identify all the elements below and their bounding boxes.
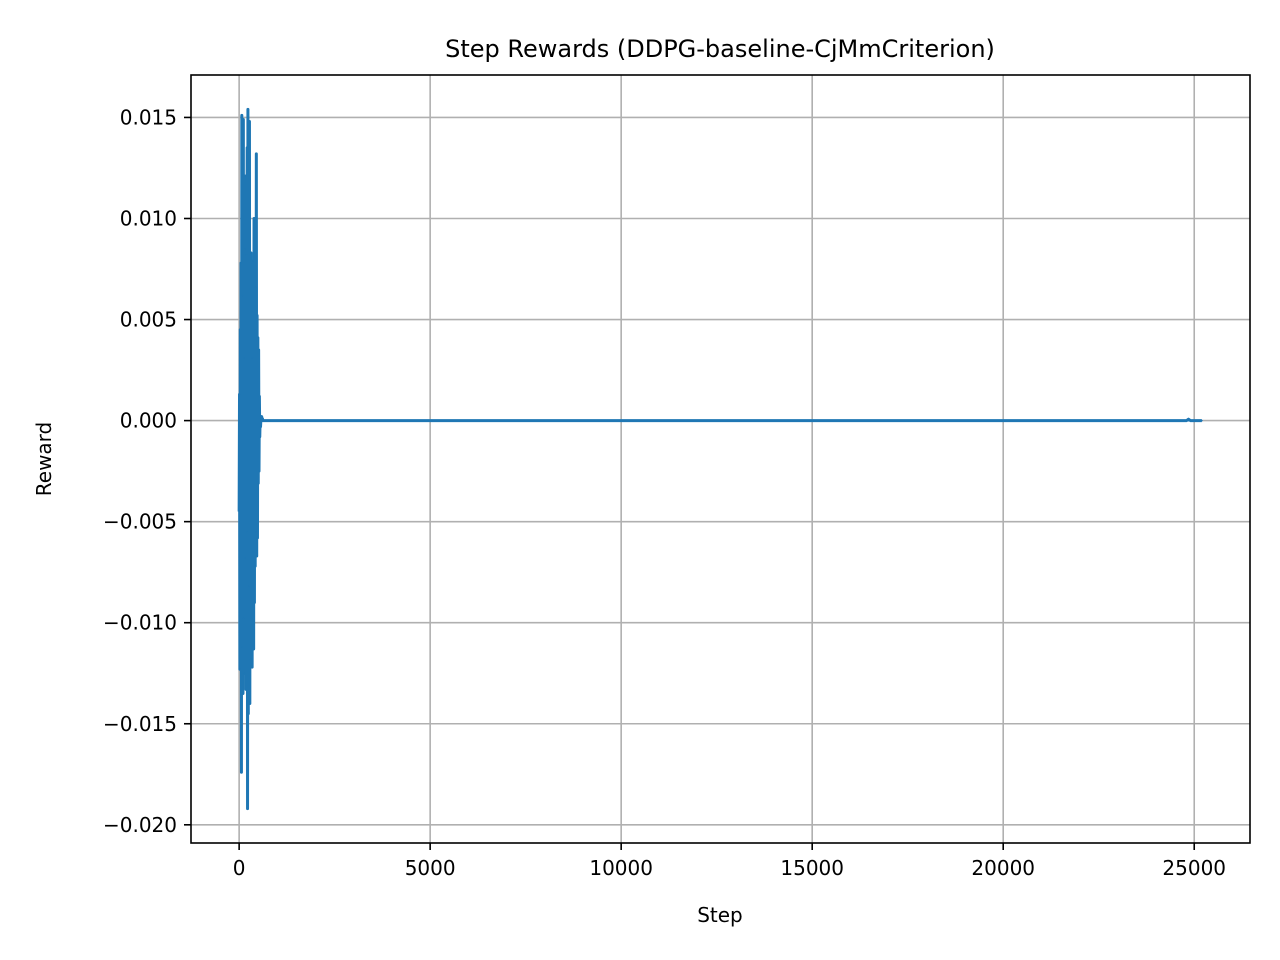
reward-data-point <box>250 252 252 254</box>
y-tick-label: 0.010 <box>120 206 177 230</box>
y-tick-label: 0.005 <box>120 308 177 332</box>
reward-data-point <box>259 425 262 428</box>
reward-data-point <box>247 175 250 177</box>
reward-data-point <box>255 153 258 155</box>
y-tick-label: −0.020 <box>103 813 177 837</box>
reward-data-point <box>242 692 244 695</box>
x-tick-label: 0 <box>233 856 246 880</box>
reward-data-point <box>1002 419 1005 422</box>
reward-data-point <box>253 217 255 220</box>
reward-data-point <box>243 672 246 675</box>
reward-data-point <box>257 336 259 339</box>
reward-data-point <box>238 393 241 396</box>
reward-data-point <box>251 666 253 668</box>
reward-data-point <box>266 419 269 422</box>
y-axis-label: Reward <box>32 422 56 496</box>
reward-data-point <box>620 419 622 422</box>
reward-data-point <box>246 807 249 810</box>
reward-data-point <box>241 114 243 117</box>
reward-data-point <box>239 668 241 670</box>
plot-area-background <box>191 75 1250 843</box>
ticks-layer: 0 5000 10000 15000 20000 25000 0.015 0.010 0.005… <box>103 105 1226 880</box>
reward-data-point <box>252 648 255 650</box>
reward-data-point <box>256 537 259 539</box>
reward-data-point <box>250 617 253 620</box>
reward-data-point <box>252 551 254 553</box>
chart-title: Step Rewards (DDPG-baseline-CjMmCriterio… <box>445 35 995 63</box>
reward-data-point <box>247 108 249 111</box>
series-layer <box>237 107 1203 811</box>
y-tick-label: −0.010 <box>103 611 177 635</box>
reward-data-point <box>258 395 261 398</box>
reward-data-point <box>245 254 248 256</box>
y-tick-label: 0.015 <box>120 105 177 129</box>
reward-data-point <box>276 419 279 422</box>
x-tick-label: 5000 <box>405 856 456 880</box>
y-tick-label: −0.005 <box>103 510 177 534</box>
reward-data-point <box>260 415 263 418</box>
reward-data-point <box>255 555 258 557</box>
reward-data-point <box>1185 419 1188 422</box>
x-tick-label: 15000 <box>780 856 844 880</box>
reward-data-point <box>254 286 257 289</box>
reward-data-point <box>241 294 244 297</box>
reward-data-point <box>252 260 255 262</box>
reward-data-point <box>242 617 245 620</box>
y-tick-label: 0.000 <box>120 409 177 433</box>
reward-data-point <box>241 646 243 648</box>
reward-data-point <box>248 120 251 123</box>
x-tick-label: 20000 <box>971 856 1035 880</box>
reward-data-point <box>244 557 247 559</box>
reward-data-point <box>242 118 245 121</box>
reward-data-point <box>249 702 251 705</box>
reward-data-point <box>248 585 250 588</box>
reward-data-point <box>243 357 245 359</box>
reward-data-point <box>244 248 246 250</box>
reward-data-point <box>257 482 260 485</box>
reward-data-point <box>254 565 256 567</box>
reward-data-point <box>245 688 247 691</box>
reward-data-point <box>238 510 240 513</box>
reward-data-point <box>245 530 248 533</box>
reward-data-point <box>249 288 252 291</box>
reward-data-point <box>261 417 264 420</box>
reward-data-point <box>429 419 431 422</box>
reward-data-point <box>1189 419 1192 422</box>
reward-data-point <box>254 328 256 331</box>
reward-data-point <box>244 175 247 177</box>
reward-data-point <box>260 417 262 420</box>
reward-data-point <box>255 530 257 533</box>
reward-data-point <box>250 310 253 313</box>
x-axis-label: Step <box>697 903 743 927</box>
plot-frame <box>190 74 1251 844</box>
y-tick-label: −0.015 <box>103 712 177 736</box>
reward-data-point <box>259 415 261 418</box>
reward-data-point <box>251 357 254 359</box>
reward-data-point <box>258 435 261 438</box>
reward-data-point <box>239 328 242 331</box>
reward-data-point <box>249 658 252 660</box>
reward-data-point <box>811 419 813 422</box>
x-tick-label: 10000 <box>589 856 653 880</box>
reward-data-point <box>256 314 258 317</box>
reward-data-point <box>247 712 250 715</box>
reward-data-point <box>239 597 242 600</box>
reward-data-point <box>246 146 248 149</box>
reward-data-point <box>1201 419 1203 422</box>
reward-data-point <box>268 419 271 422</box>
reward-data-point <box>258 470 260 472</box>
reward-data-point <box>1187 418 1190 420</box>
reward-data-point <box>240 262 242 264</box>
x-tick-label: 25000 <box>1162 856 1226 880</box>
reward-data-point <box>253 601 256 604</box>
reward-data-point <box>240 771 243 774</box>
reward-data-point <box>265 419 267 422</box>
reward-data-point <box>257 349 260 351</box>
